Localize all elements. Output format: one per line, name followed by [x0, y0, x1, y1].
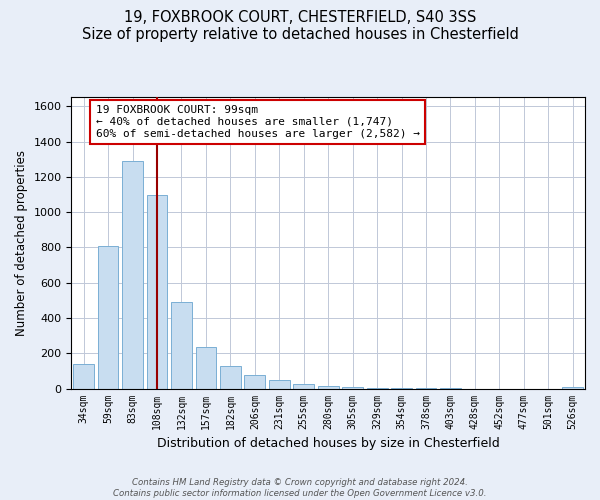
Bar — [220, 366, 241, 388]
Bar — [293, 384, 314, 388]
X-axis label: Distribution of detached houses by size in Chesterfield: Distribution of detached houses by size … — [157, 437, 500, 450]
Bar — [318, 386, 338, 388]
Bar — [98, 246, 118, 388]
Bar — [146, 196, 167, 388]
Bar — [269, 380, 290, 388]
Text: 19, FOXBROOK COURT, CHESTERFIELD, S40 3SS
Size of property relative to detached : 19, FOXBROOK COURT, CHESTERFIELD, S40 3S… — [82, 10, 518, 42]
Bar — [73, 364, 94, 388]
Bar — [562, 387, 583, 388]
Bar — [244, 376, 265, 388]
Y-axis label: Number of detached properties: Number of detached properties — [15, 150, 28, 336]
Text: Contains HM Land Registry data © Crown copyright and database right 2024.
Contai: Contains HM Land Registry data © Crown c… — [113, 478, 487, 498]
Bar — [196, 347, 217, 389]
Bar — [342, 387, 363, 388]
Text: 19 FOXBROOK COURT: 99sqm
← 40% of detached houses are smaller (1,747)
60% of sem: 19 FOXBROOK COURT: 99sqm ← 40% of detach… — [96, 106, 420, 138]
Bar — [122, 161, 143, 388]
Bar — [171, 302, 192, 388]
